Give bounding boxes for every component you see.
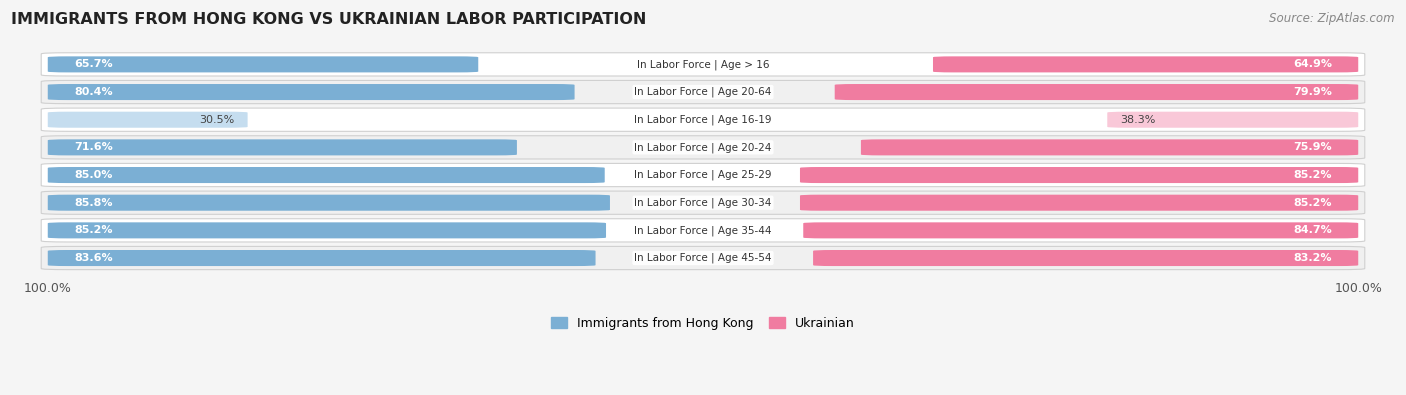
Text: 38.3%: 38.3% — [1121, 115, 1156, 125]
Text: In Labor Force | Age 20-24: In Labor Force | Age 20-24 — [634, 142, 772, 152]
FancyBboxPatch shape — [41, 108, 1365, 131]
Text: 64.9%: 64.9% — [1294, 59, 1331, 70]
FancyBboxPatch shape — [800, 167, 1358, 183]
Text: In Labor Force | Age 30-34: In Labor Force | Age 30-34 — [634, 198, 772, 208]
Legend: Immigrants from Hong Kong, Ukrainian: Immigrants from Hong Kong, Ukrainian — [546, 312, 860, 335]
FancyBboxPatch shape — [48, 250, 596, 266]
FancyBboxPatch shape — [813, 250, 1358, 266]
FancyBboxPatch shape — [800, 195, 1358, 211]
FancyBboxPatch shape — [48, 84, 575, 100]
FancyBboxPatch shape — [48, 56, 478, 72]
Text: 85.2%: 85.2% — [75, 226, 112, 235]
Text: 85.2%: 85.2% — [1294, 170, 1331, 180]
FancyBboxPatch shape — [41, 81, 1365, 103]
Text: In Labor Force | Age 20-64: In Labor Force | Age 20-64 — [634, 87, 772, 97]
FancyBboxPatch shape — [41, 53, 1365, 76]
Text: 79.9%: 79.9% — [1294, 87, 1331, 97]
FancyBboxPatch shape — [41, 164, 1365, 187]
Text: 30.5%: 30.5% — [200, 115, 235, 125]
Text: 83.2%: 83.2% — [1294, 253, 1331, 263]
Text: 85.2%: 85.2% — [1294, 198, 1331, 208]
FancyBboxPatch shape — [41, 191, 1365, 214]
FancyBboxPatch shape — [48, 112, 247, 128]
FancyBboxPatch shape — [41, 219, 1365, 242]
Text: 75.9%: 75.9% — [1294, 142, 1331, 152]
Text: In Labor Force | Age > 16: In Labor Force | Age > 16 — [637, 59, 769, 70]
Text: In Labor Force | Age 35-44: In Labor Force | Age 35-44 — [634, 225, 772, 235]
Text: Source: ZipAtlas.com: Source: ZipAtlas.com — [1270, 12, 1395, 25]
Text: 83.6%: 83.6% — [75, 253, 112, 263]
FancyBboxPatch shape — [48, 222, 606, 239]
FancyBboxPatch shape — [48, 167, 605, 183]
FancyBboxPatch shape — [48, 139, 517, 155]
FancyBboxPatch shape — [1108, 112, 1358, 128]
FancyBboxPatch shape — [803, 222, 1358, 239]
Text: In Labor Force | Age 45-54: In Labor Force | Age 45-54 — [634, 253, 772, 263]
Text: 84.7%: 84.7% — [1294, 226, 1331, 235]
Text: 71.6%: 71.6% — [75, 142, 112, 152]
FancyBboxPatch shape — [835, 84, 1358, 100]
FancyBboxPatch shape — [41, 246, 1365, 270]
FancyBboxPatch shape — [860, 139, 1358, 155]
FancyBboxPatch shape — [48, 195, 610, 211]
Text: In Labor Force | Age 25-29: In Labor Force | Age 25-29 — [634, 170, 772, 180]
Text: 85.0%: 85.0% — [75, 170, 112, 180]
Text: IMMIGRANTS FROM HONG KONG VS UKRAINIAN LABOR PARTICIPATION: IMMIGRANTS FROM HONG KONG VS UKRAINIAN L… — [11, 12, 647, 27]
FancyBboxPatch shape — [934, 56, 1358, 72]
Text: 85.8%: 85.8% — [75, 198, 112, 208]
Text: In Labor Force | Age 16-19: In Labor Force | Age 16-19 — [634, 115, 772, 125]
Text: 65.7%: 65.7% — [75, 59, 112, 70]
FancyBboxPatch shape — [41, 136, 1365, 159]
Text: 80.4%: 80.4% — [75, 87, 112, 97]
